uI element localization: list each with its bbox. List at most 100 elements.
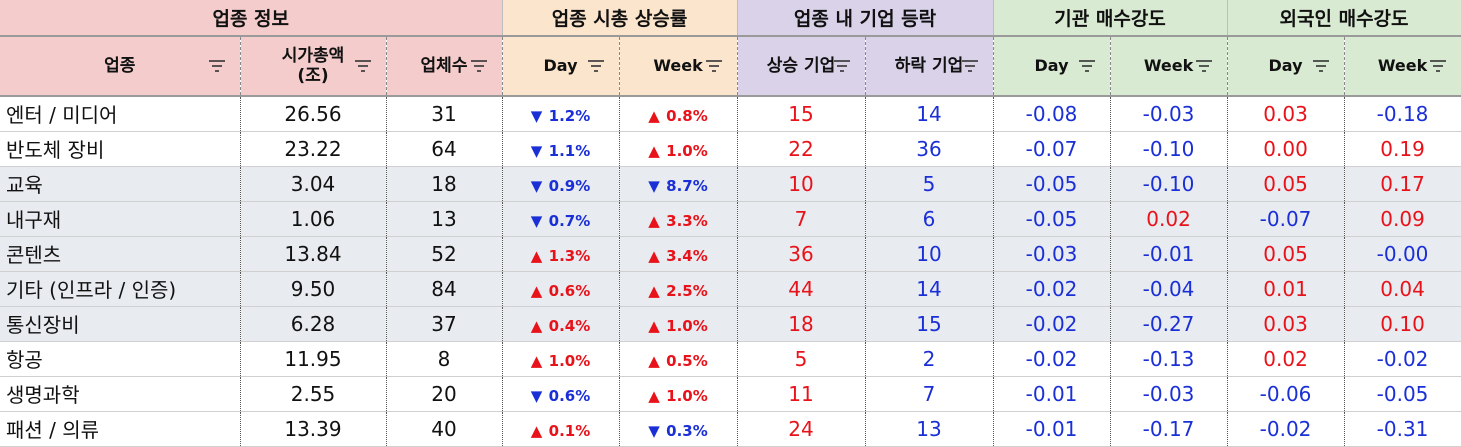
cell-for-day: 0.02 xyxy=(1227,341,1345,377)
cell-mcap-day-value: 0.9% xyxy=(548,176,591,195)
cell-for-week: -0.18 xyxy=(1344,96,1461,132)
cell-for-day: 0.05 xyxy=(1227,236,1345,272)
table-row: 패션 / 의류 13.39 40 ▲ 0.1% ▼ 0.3% 24 13 -0.01 -0.17… xyxy=(0,411,1461,447)
cell-down-count: 36 xyxy=(865,131,994,167)
cell-mcap-week: ▲ 3.3% xyxy=(619,201,738,237)
cell-mcap-day: ▼ 1.2% xyxy=(502,96,620,132)
cell-for-day: -0.02 xyxy=(1227,411,1345,447)
cell-mcap: 9.50 xyxy=(240,271,387,307)
filter-sort-icon[interactable] xyxy=(1193,55,1215,77)
cell-mcap-day-value: 0.1% xyxy=(548,421,591,440)
cell-mcap-day-value: 1.3% xyxy=(548,246,591,265)
filter-sort-icon[interactable] xyxy=(831,55,853,77)
cell-inst-week: -0.17 xyxy=(1110,411,1228,447)
cell-inst-week: -0.04 xyxy=(1110,271,1228,307)
cell-mcap-day-value: 0.6% xyxy=(548,281,591,300)
cell-inst-week: -0.10 xyxy=(1110,166,1228,202)
cell-mcap-day: ▲ 1.0% xyxy=(502,341,620,377)
filter-sort-icon[interactable] xyxy=(1427,55,1449,77)
cell-firms: 13 xyxy=(386,201,503,237)
cell-sector: 항공 xyxy=(0,341,241,377)
table-row: 엔터 / 미디어 26.56 31 ▼ 1.2% ▲ 0.8% 15 14 -0.08 -0.0… xyxy=(0,96,1461,132)
filter-sort-icon[interactable] xyxy=(959,55,981,77)
column-header-row: 업종 시가총액 (조) 업체수 Day Week 상승 기업 하락 기업 Day … xyxy=(0,35,1461,97)
col-header-firms[interactable]: 업체수 xyxy=(386,35,503,97)
filter-sort-icon[interactable] xyxy=(1310,55,1332,77)
up-triangle-icon: ▲ xyxy=(648,351,660,370)
cell-sector: 내구재 xyxy=(0,201,241,237)
table-row: 내구재 1.06 13 ▼ 0.7% ▲ 3.3% 7 6 -0.05 0.02 -0.07 0.0… xyxy=(0,201,1461,237)
col-header-for-day[interactable]: Day xyxy=(1227,35,1345,97)
cell-mcap: 23.22 xyxy=(240,131,387,167)
cell-mcap-day-value: 1.0% xyxy=(548,351,591,370)
col-header-mcap-week[interactable]: Week xyxy=(619,35,738,97)
cell-inst-day: -0.01 xyxy=(993,411,1111,447)
cell-for-week: -0.00 xyxy=(1344,236,1461,272)
filter-sort-icon[interactable] xyxy=(1076,55,1098,77)
table-row: 교육 3.04 18 ▼ 0.9% ▼ 8.7% 10 5 -0.05 -0.10 0.05 0.1… xyxy=(0,166,1461,202)
col-label-sector: 업종 xyxy=(104,56,136,76)
cell-mcap-week-value: 3.4% xyxy=(666,246,708,265)
cell-down-count: 5 xyxy=(865,166,994,202)
cell-down-count: 6 xyxy=(865,201,994,237)
cell-firms: 20 xyxy=(386,376,503,412)
cell-inst-week: -0.03 xyxy=(1110,96,1228,132)
cell-mcap-week-value: 0.8% xyxy=(666,106,708,125)
filter-sort-icon[interactable] xyxy=(585,55,607,77)
cell-for-day: -0.06 xyxy=(1227,376,1345,412)
cell-for-week: 0.10 xyxy=(1344,306,1461,342)
group-sector-info: 업종 정보 xyxy=(0,0,503,36)
table-row: 통신장비 6.28 37 ▲ 0.4% ▲ 1.0% 18 15 -0.02 -0.27 0.03… xyxy=(0,306,1461,342)
filter-sort-icon[interactable] xyxy=(352,55,374,77)
table-row: 항공 11.95 8 ▲ 1.0% ▲ 0.5% 5 2 -0.02 -0.13 0.02 -0.0… xyxy=(0,341,1461,377)
cell-down-count: 14 xyxy=(865,96,994,132)
down-triangle-icon: ▼ xyxy=(648,421,660,440)
cell-mcap-week-value: 3.3% xyxy=(666,211,708,230)
cell-inst-day: -0.02 xyxy=(993,341,1111,377)
cell-sector: 반도체 장비 xyxy=(0,131,241,167)
cell-sector: 기타 (인프라 / 인증) xyxy=(0,271,241,307)
cell-inst-week: -0.10 xyxy=(1110,131,1228,167)
col-header-mcap-day[interactable]: Day xyxy=(502,35,620,97)
cell-inst-day: -0.05 xyxy=(993,201,1111,237)
cell-down-count: 14 xyxy=(865,271,994,307)
cell-mcap-day-value: 0.4% xyxy=(548,316,591,335)
col-header-for-week[interactable]: Week xyxy=(1344,35,1461,97)
filter-sort-icon[interactable] xyxy=(703,55,725,77)
col-header-down[interactable]: 하락 기업 xyxy=(865,35,994,97)
col-label-for-week: Week xyxy=(1377,56,1428,75)
down-triangle-icon: ▼ xyxy=(530,176,543,195)
cell-mcap-day: ▼ 1.1% xyxy=(502,131,620,167)
filter-sort-icon[interactable] xyxy=(206,55,228,77)
col-header-up[interactable]: 상승 기업 xyxy=(737,35,866,97)
cell-up-count: 18 xyxy=(737,306,866,342)
cell-for-week: 0.04 xyxy=(1344,271,1461,307)
up-triangle-icon: ▲ xyxy=(530,316,543,335)
cell-mcap-week-value: 2.5% xyxy=(666,281,708,300)
cell-inst-day: -0.07 xyxy=(993,131,1111,167)
cell-mcap-week-value: 8.7% xyxy=(666,176,708,195)
group-header-row: 업종 정보 업종 시총 상승률 업종 내 기업 등락 기관 매수강도 외국인 매… xyxy=(0,0,1461,36)
col-label-inst-day: Day xyxy=(1034,56,1069,75)
col-header-mcap[interactable]: 시가총액 (조) xyxy=(240,35,387,97)
cell-mcap-day: ▲ 0.1% xyxy=(502,411,620,447)
cell-mcap-day: ▼ 0.6% xyxy=(502,376,620,412)
cell-mcap-week-value: 1.0% xyxy=(666,141,708,160)
cell-mcap: 26.56 xyxy=(240,96,387,132)
col-header-sector[interactable]: 업종 xyxy=(0,35,241,97)
cell-mcap-week: ▲ 0.5% xyxy=(619,341,738,377)
cell-mcap-day: ▲ 0.6% xyxy=(502,271,620,307)
cell-mcap-day: ▼ 0.9% xyxy=(502,166,620,202)
col-label-up: 상승 기업 xyxy=(766,56,836,76)
up-triangle-icon: ▲ xyxy=(648,246,660,265)
cell-up-count: 15 xyxy=(737,96,866,132)
cell-for-day: 0.01 xyxy=(1227,271,1345,307)
filter-sort-icon[interactable] xyxy=(468,55,490,77)
table-body: 엔터 / 미디어 26.56 31 ▼ 1.2% ▲ 0.8% 15 14 -0.08 -0.0… xyxy=(0,96,1461,447)
cell-for-day: 0.03 xyxy=(1227,96,1345,132)
cell-inst-week: 0.02 xyxy=(1110,201,1228,237)
col-header-inst-week[interactable]: Week xyxy=(1110,35,1228,97)
cell-sector: 패션 / 의류 xyxy=(0,411,241,447)
cell-firms: 52 xyxy=(386,236,503,272)
col-header-inst-day[interactable]: Day xyxy=(993,35,1111,97)
